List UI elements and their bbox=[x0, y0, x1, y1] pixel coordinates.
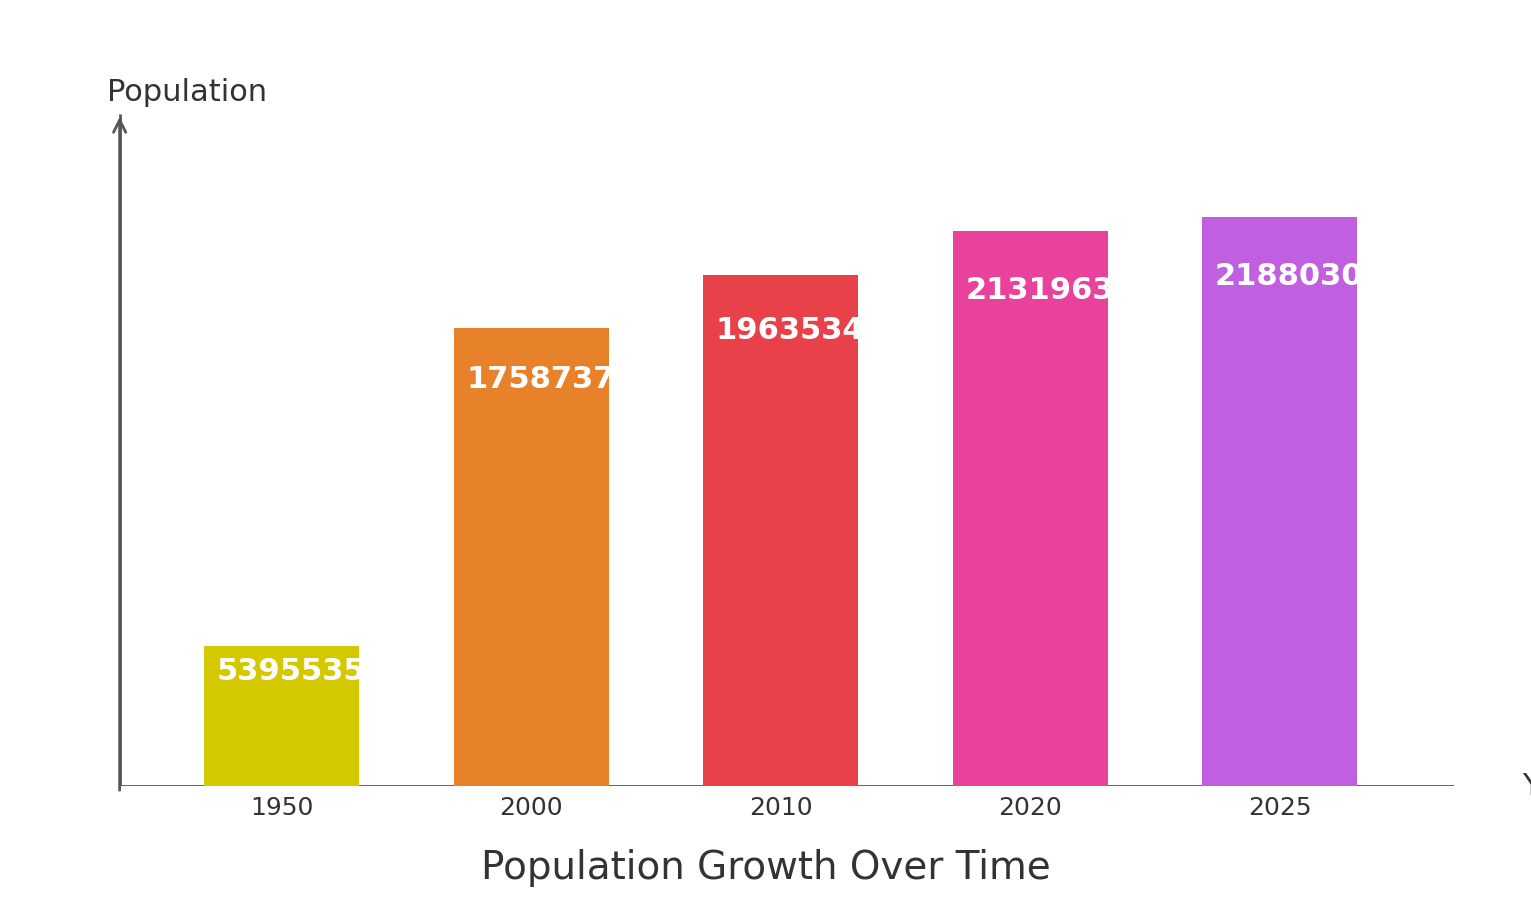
Text: Year: Year bbox=[1522, 771, 1531, 801]
Bar bbox=[455, 328, 609, 786]
Bar bbox=[952, 231, 1107, 786]
Text: 175873720: 175873720 bbox=[467, 365, 657, 394]
Text: Population: Population bbox=[107, 79, 268, 108]
Bar bbox=[205, 645, 360, 786]
Bar bbox=[1202, 217, 1356, 786]
Text: 213196304: 213196304 bbox=[966, 276, 1156, 304]
Text: Population Growth Over Time: Population Growth Over Time bbox=[481, 848, 1050, 887]
Text: 218803058: 218803058 bbox=[1214, 262, 1405, 292]
Bar bbox=[703, 275, 859, 786]
Text: 53955359: 53955359 bbox=[217, 657, 387, 686]
Text: 196353492: 196353492 bbox=[717, 316, 906, 345]
